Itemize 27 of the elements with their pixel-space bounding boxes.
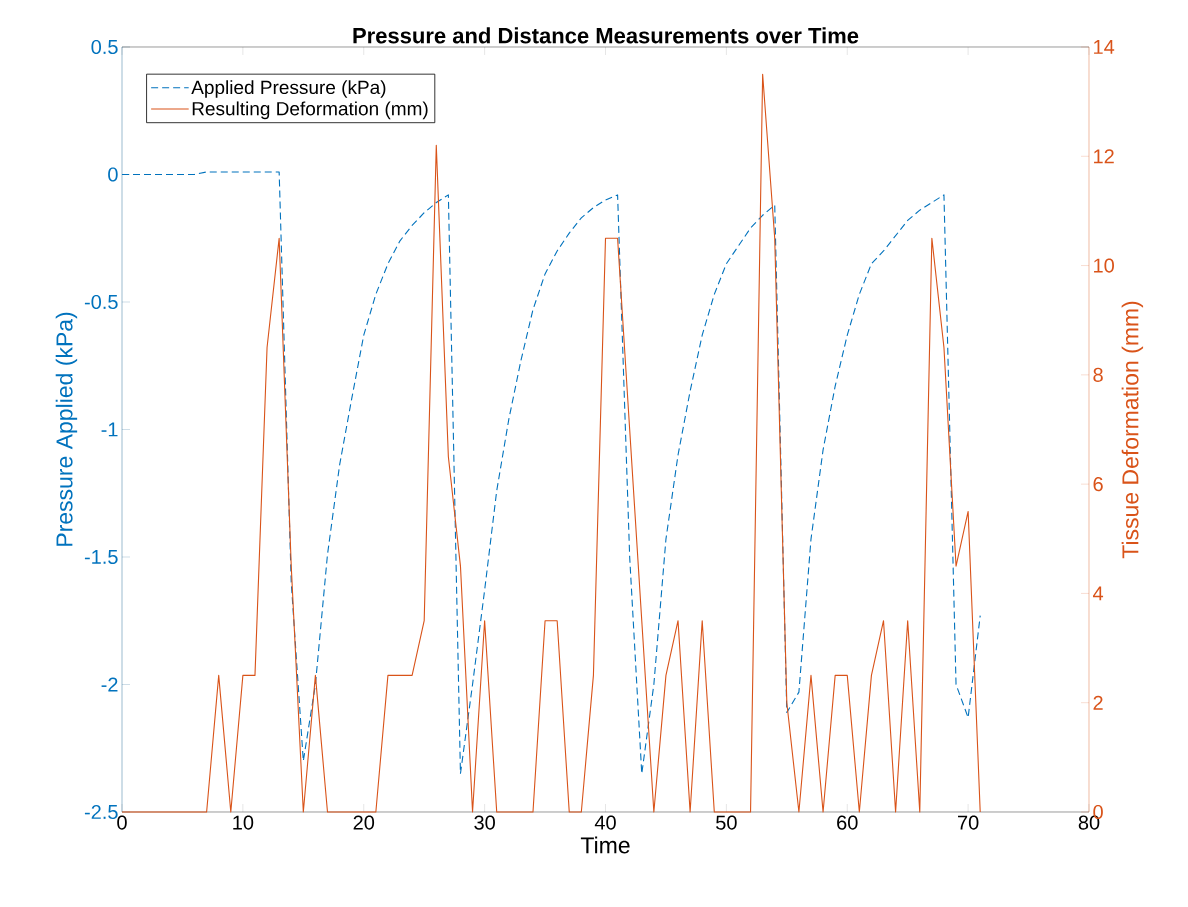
x-axis-title: Time (580, 836, 630, 854)
x-tick-label: 30 (474, 815, 495, 830)
y2-tick-label: 10 (1094, 258, 1114, 273)
y-tick-label: -1 (101, 422, 118, 437)
y-axis-title: Pressure Applied (kPa) (55, 312, 78, 546)
x-tick-label: 70 (958, 815, 979, 830)
y2-tick-label: 14 (1094, 40, 1115, 54)
y-tick-label: -2 (101, 677, 118, 692)
x-tick-label: 10 (233, 815, 254, 830)
y2-tick-label: 4 (1092, 586, 1104, 601)
y2-tick-label: 2 (1093, 695, 1103, 710)
x-tick-label: 50 (716, 815, 737, 830)
y2-tick-label: 6 (1093, 477, 1103, 492)
legend-label: Resulting Deformation (mm) (192, 101, 428, 120)
y-tick-label: -1.5 (84, 550, 118, 564)
y2-tick-label: 12 (1094, 149, 1114, 164)
chart-title: Pressure and Distance Measurements over Time (353, 27, 859, 44)
y2-axis-title: Tissue Deformation (mm) (1121, 301, 1144, 559)
x-tick-label: 20 (353, 815, 375, 830)
y2-tick-label: 8 (1093, 367, 1103, 382)
y-tick-label: 0.5 (91, 39, 118, 55)
y-tick-label: -0.5 (84, 294, 118, 310)
x-tick-label: 40 (594, 815, 616, 830)
legend-label: Applied Pressure (kPa) (191, 80, 386, 98)
y-tick-label: 0 (108, 167, 118, 182)
x-tick-label: 60 (837, 815, 858, 830)
y-tick-label: -2.5 (84, 804, 118, 820)
